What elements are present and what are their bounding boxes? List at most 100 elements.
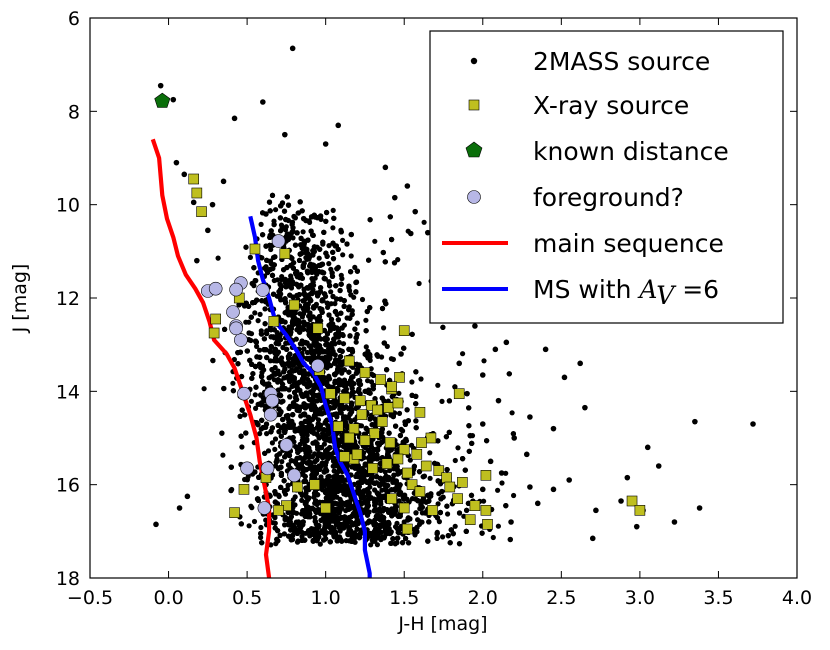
2mass-cloud-point [340,341,347,347]
2mass-cloud-point [326,261,332,267]
2mass-cloud-point [296,257,303,263]
2mass-cloud-point [439,398,445,404]
2mass-cloud-point [388,540,394,547]
2mass-cloud-point [247,254,253,260]
2mass-cloud-point [273,207,279,213]
2mass-cloud-point [427,450,433,456]
2mass-cloud-point [258,534,264,541]
2mass-cloud-point [495,487,501,493]
2mass-cloud-point [284,486,290,492]
2mass-cloud-point [243,244,249,250]
2mass-cloud-point [395,257,401,263]
2mass-cloud-point [330,207,336,213]
2mass-cloud-point [272,446,278,452]
2mass-cloud-point [340,252,346,258]
2mass-cloud-point [326,243,332,249]
2mass-cloud-point [281,531,287,537]
2mass-cloud-point [242,476,248,483]
2mass-cloud-point [396,390,402,396]
2mass-cloud-point [321,327,328,334]
2mass-cloud-point [338,410,344,416]
2mass-cloud-point [338,272,344,278]
2mass-cloud-point [331,468,337,474]
2mass-cloud-point [435,382,441,388]
2mass-cloud-point [317,541,323,547]
2mass-cloud-point [272,520,278,526]
2mass-cloud-point [352,326,358,332]
2mass-cloud-point [321,483,327,489]
2mass-cloud-point [384,343,390,349]
2mass-cloud-point [278,222,285,228]
2mass-cloud-point [499,480,505,486]
2mass-cloud-point [231,356,237,363]
2mass-cloud-point [288,527,294,533]
2mass-cloud-point [503,470,509,476]
2mass-cloud-point [396,410,403,416]
2mass-cloud-point [452,457,458,464]
2mass-cloud-point [299,533,305,540]
2mass-cloud-point [440,534,446,540]
2mass-cloud-point [274,277,281,283]
2mass-cloud-point [215,255,221,261]
2mass-cloud-point [416,280,422,287]
2mass-cloud-point [246,523,252,529]
2mass-cloud-point [304,349,311,356]
2mass-cloud-point [348,253,354,259]
2mass-cloud-point [466,423,472,429]
2mass-cloud-point [295,538,301,544]
2mass-cloud-point [279,355,285,361]
2mass-cloud-point [409,379,415,385]
2mass-cloud-point [230,388,236,394]
2mass-cloud-point [506,371,512,377]
2mass-cloud-point [328,289,334,295]
2mass-cloud-point [278,484,284,490]
2mass-cloud-point [279,274,285,280]
2mass-cloud-point [365,378,371,384]
2mass-cloud-point [316,255,322,261]
2mass-cloud-point [455,445,461,451]
2mass-cloud-point [351,505,357,511]
2mass-cloud-point [495,523,501,529]
2mass-cloud-point [393,423,399,429]
2mass-cloud-point [312,275,318,281]
2mass-cloud-point [418,376,424,382]
2mass-cloud-point [358,423,365,429]
2mass-cloud-point [323,218,329,224]
2mass-cloud-point [427,475,433,481]
2mass-cloud-point [252,392,258,398]
2mass-cloud-point [266,199,273,205]
2mass-cloud-point [249,505,255,511]
2mass-cloud-point [252,469,258,475]
2mass-cloud-point [251,518,258,525]
2mass-cloud-point [354,320,360,326]
2mass-cloud-point [509,410,515,416]
2mass-cloud-point [372,487,378,493]
2mass-cloud-point [331,215,337,221]
2mass-cloud-point [363,317,369,323]
2mass-cloud-point [330,225,336,231]
2mass-cloud-point [267,358,273,364]
2mass-cloud-point [456,541,463,547]
2mass-cloud-point [445,511,451,517]
2mass-cloud-point [255,318,261,324]
2mass-cloud-point [481,358,487,364]
2mass-cloud-point [264,431,270,437]
2mass-cloud-point [265,448,272,454]
2mass-cloud-point [299,497,305,503]
2mass-cloud-point [340,237,346,243]
2mass-cloud-point [283,224,289,230]
2mass-cloud-point [315,417,322,423]
2mass-cloud-point [301,478,307,485]
2mass-cloud-point [324,300,330,306]
2mass-cloud-point [239,444,245,450]
2mass-cloud-point [261,336,267,342]
2mass-cloud-point [257,431,263,437]
2mass-cloud-point [392,541,398,547]
2mass-cloud-point [268,246,274,253]
2mass-cloud-point [222,326,228,332]
2mass-cloud-point [326,373,332,379]
2mass-cloud-point [288,537,294,543]
2mass-cloud-point [269,440,275,446]
2mass-cloud-point [374,542,380,548]
